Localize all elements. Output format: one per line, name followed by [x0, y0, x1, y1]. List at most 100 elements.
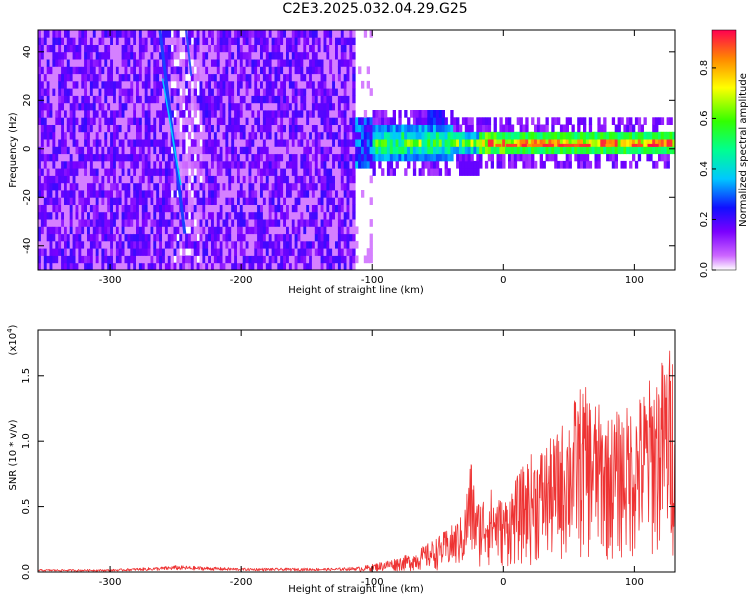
spectrogram-cell	[101, 197, 105, 205]
spectrogram-cell	[262, 197, 267, 205]
spectrogram-cell	[159, 153, 163, 162]
spectrogram-cell	[257, 80, 261, 89]
spectrogram-cell	[61, 124, 65, 133]
spectrogram-cell	[262, 226, 267, 235]
spectrogram-cell	[265, 175, 270, 184]
spectrogram-cell	[395, 160, 399, 169]
spectrogram-cell	[190, 102, 195, 111]
spectrogram-cell	[234, 248, 238, 256]
spectrogram-cell	[349, 117, 353, 125]
spectrogram-cell	[231, 88, 235, 96]
spectrogram-cell	[286, 110, 290, 118]
spectrogram-cell	[577, 160, 581, 169]
spectrogram-cell	[89, 204, 94, 213]
snr-xlabel: Height of straight line (km)	[288, 584, 424, 595]
spectrogram-cell	[211, 233, 215, 242]
spectrogram-cell	[565, 117, 569, 125]
spectrogram-cell	[228, 211, 232, 220]
spectrogram-cell	[84, 190, 88, 198]
spectrogram-cell	[179, 182, 183, 191]
spectrogram-cell	[43, 262, 48, 270]
spectrogram-cell	[81, 233, 85, 242]
spectrogram-cell	[415, 153, 419, 162]
spectrogram-cell	[245, 182, 249, 191]
spectrogram-cell	[64, 182, 68, 191]
spectrogram-cell	[110, 175, 114, 184]
spectrogram-cell	[340, 51, 345, 60]
spectrogram-cell	[231, 190, 235, 198]
spectrogram-cell	[239, 175, 244, 184]
spectrogram-cell	[170, 197, 174, 205]
spectrogram-cell	[46, 88, 50, 96]
spectrogram-cell	[309, 233, 313, 242]
spectrogram-cell	[611, 146, 616, 155]
spectrogram-cell	[75, 30, 79, 38]
spectrogram-cell	[594, 153, 598, 162]
spectrogram-cell	[528, 146, 532, 155]
spectrogram-cell	[147, 30, 151, 38]
spectrogram-cell	[283, 168, 287, 176]
spectrogram-cell	[55, 124, 59, 133]
spectrogram-cell	[72, 204, 76, 213]
spectrogram-cell	[237, 102, 241, 111]
spectrogram-cell	[40, 226, 45, 235]
spectrogram-cell	[277, 226, 281, 235]
spectrogram-cell	[193, 102, 197, 111]
spectrogram-cell	[58, 139, 62, 147]
spectrogram-cell	[557, 117, 561, 125]
spectrogram-cell	[611, 139, 616, 147]
spectrogram-cell	[352, 197, 356, 205]
spectrogram-cell	[196, 262, 200, 270]
spectrogram-cell	[133, 88, 137, 96]
spectrogram-cell	[248, 102, 252, 111]
spectrogram-cell	[124, 248, 128, 256]
spectrogram-cell	[162, 95, 166, 104]
spectrogram-cell	[381, 110, 385, 118]
spectrogram-cell	[237, 124, 241, 133]
spectrogram-cell	[361, 80, 365, 89]
spectrogram-cell	[300, 66, 304, 75]
spectrogram-cell	[332, 30, 336, 38]
spectrogram-cell	[286, 95, 290, 104]
spectrogram-cell	[213, 80, 218, 89]
spectrogram-cell	[234, 182, 238, 191]
spectrogram-cell	[459, 139, 463, 147]
spectrogram-cell	[467, 131, 471, 140]
spectrogram-cell	[314, 66, 319, 75]
spectrogram-cell	[58, 51, 62, 60]
spectrogram-cell	[300, 219, 304, 227]
spectrogram-cell	[196, 182, 200, 191]
spectrogram-cell	[87, 168, 91, 176]
spectrogram-cell	[421, 168, 425, 176]
spectrogram-cell	[40, 44, 45, 53]
spectrogram-cell	[461, 146, 466, 155]
spectrogram-cell	[242, 175, 246, 184]
spectrogram-cell	[652, 143, 659, 147]
spectrogram-cell	[663, 139, 667, 147]
spectrogram-cell	[64, 190, 68, 198]
spectrogram-cell	[332, 219, 336, 227]
spectrogram-cell	[196, 51, 200, 60]
spectrogram-cell	[38, 160, 42, 169]
spectrogram-cell	[164, 37, 169, 45]
spectrogram-cell	[234, 102, 238, 111]
spectrogram-cell	[311, 233, 316, 242]
spectrogram-cell	[141, 233, 146, 242]
spectrogram-cell	[412, 131, 417, 140]
spectrogram-cell	[98, 95, 102, 104]
spectrogram-cell	[179, 139, 183, 147]
spectrogram-cell	[559, 131, 564, 140]
spectrogram-cell	[286, 160, 290, 169]
spectrogram-cell	[326, 219, 330, 227]
spectrogram-cell	[228, 262, 232, 270]
spectrogram-cell	[352, 219, 356, 227]
spectrogram-cell	[38, 117, 42, 125]
spectrogram-cell	[121, 153, 125, 162]
spectrogram-cell	[199, 197, 203, 205]
spectrogram-cell	[46, 51, 50, 60]
spectrogram-cell	[69, 226, 73, 235]
spectrogram-cell	[260, 248, 264, 256]
spectrogram-cell	[89, 102, 94, 111]
spectrogram-cell	[288, 30, 293, 38]
spectrogram-cell	[335, 153, 339, 162]
